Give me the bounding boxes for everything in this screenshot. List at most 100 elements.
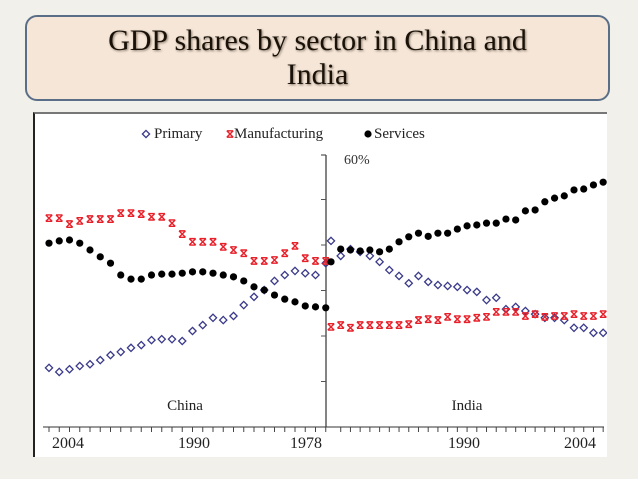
india-primary-point xyxy=(365,251,375,261)
india-manufacturing-point xyxy=(463,315,471,324)
india-services-point xyxy=(395,238,403,246)
china-services-point xyxy=(106,259,115,267)
india-services-point xyxy=(560,192,568,200)
china-manufacturing-point xyxy=(137,210,145,218)
china-manufacturing-point-stroke xyxy=(137,210,145,218)
india-manufacturing-point-stroke xyxy=(385,321,394,329)
india-manufacturing-point-stroke xyxy=(443,312,452,321)
china-manufacturing-point xyxy=(117,209,125,218)
india-manufacturing-point-stroke xyxy=(580,312,588,320)
india-manufacturing-point-stroke xyxy=(434,316,442,324)
china-manufacturing-point-stroke xyxy=(322,257,330,265)
india-manufacturing-point-stroke xyxy=(560,312,568,320)
china-manufacturing-point-stroke xyxy=(168,219,176,228)
china-services-point xyxy=(301,302,309,310)
china-manufacturing-point-stroke xyxy=(76,216,84,225)
china-services-point xyxy=(76,239,84,247)
china-manufacturing-point-stroke xyxy=(301,254,309,263)
india-manufacturing-point-stroke xyxy=(599,310,607,319)
india-manufacturing-point-stroke xyxy=(589,312,598,320)
india-manufacturing-point xyxy=(580,312,588,320)
china-manufacturing-point xyxy=(158,212,166,221)
china-services-point xyxy=(322,304,330,312)
china-manufacturing-point-stroke xyxy=(281,249,289,258)
india-manufacturing-point xyxy=(511,307,520,316)
china-primary-point xyxy=(44,363,54,373)
india-services-point xyxy=(482,219,491,227)
india-services-point xyxy=(453,225,461,233)
india-services-point xyxy=(502,215,510,223)
india-primary-point xyxy=(375,257,385,267)
panel-label-india: India xyxy=(452,398,483,414)
china-manufacturing-point-stroke xyxy=(178,230,186,238)
china-services-point xyxy=(178,269,186,277)
title-box: GDP shares by sector in China and India xyxy=(25,15,610,101)
china-primary-point xyxy=(157,334,167,344)
india-manufacturing-point xyxy=(414,316,423,324)
india-manufacturing-point xyxy=(560,312,568,320)
india-primary-point xyxy=(482,295,492,305)
china-manufacturing-point-stroke xyxy=(270,256,279,264)
india-primary-point xyxy=(384,265,394,275)
india-primary-point xyxy=(413,271,423,281)
india-manufacturing-point xyxy=(453,315,462,324)
china-manufacturing-point-stroke xyxy=(127,209,135,218)
china-manufacturing-point-stroke xyxy=(147,212,156,221)
india-manufacturing-point-stroke xyxy=(405,320,413,329)
india-primary-point xyxy=(472,287,482,297)
legend-marker-primary xyxy=(141,129,151,139)
chart-frame: Primary Manufacturing Services 60% 2004 1990… xyxy=(33,112,608,457)
india-primary-point xyxy=(336,251,346,261)
china-manufacturing-point xyxy=(209,237,217,246)
china-services-point xyxy=(86,246,94,254)
india-services-point xyxy=(434,229,442,237)
legend: Primary Manufacturing Services xyxy=(141,126,425,142)
x-tick-label-india-2004: 2004 xyxy=(564,435,596,452)
china-primary-point xyxy=(167,334,177,344)
india-manufacturing-point xyxy=(346,323,355,332)
china-manufacturing-point-stroke xyxy=(311,257,320,265)
india-manufacturing-point xyxy=(531,310,539,319)
india-services-point xyxy=(531,206,539,214)
india-primary-point xyxy=(579,323,589,333)
india-services-point xyxy=(599,178,607,186)
india-primary-point xyxy=(520,306,530,316)
india-manufacturing-point-stroke xyxy=(453,315,462,324)
china-manufacturing-point xyxy=(86,215,94,223)
india-primary-point xyxy=(550,313,560,323)
x-tick-label-india-1990: 1990 xyxy=(448,435,480,452)
china-services-point xyxy=(147,271,156,279)
india-manufacturing-point xyxy=(492,307,500,316)
india-manufacturing-point xyxy=(385,321,394,329)
india-primary-point xyxy=(394,271,404,281)
india-manufacturing-point xyxy=(599,310,607,319)
china-manufacturing-point-stroke xyxy=(260,257,268,265)
china-primary-point xyxy=(310,270,321,280)
india-manufacturing-point-stroke xyxy=(570,310,578,319)
china-manufacturing-point xyxy=(281,249,289,258)
india-manufacturing-point-stroke xyxy=(414,316,423,324)
legend-marker-manufacturing-stroke xyxy=(226,130,234,138)
china-manufacturing-point-stroke xyxy=(209,237,217,246)
india-manufacturing-point-stroke xyxy=(511,307,520,316)
india-manufacturing-point-stroke xyxy=(473,313,481,322)
china-primary-point xyxy=(146,335,157,345)
india-manufacturing-point-stroke xyxy=(375,321,384,329)
india-manufacturing-point-stroke xyxy=(541,312,549,321)
china-manufacturing-point xyxy=(147,212,156,221)
india-manufacturing-point xyxy=(473,313,481,322)
y-axis-top-label: 60% xyxy=(344,153,370,168)
china-primary-point xyxy=(64,364,75,374)
china-manufacturing-point xyxy=(291,242,299,250)
china-manufacturing-point-stroke xyxy=(240,249,248,258)
x-tick-label-china-1990: 1990 xyxy=(178,435,210,452)
china-primary-point xyxy=(177,336,187,346)
india-manufacturing-point-stroke xyxy=(463,315,471,324)
china-manufacturing-point xyxy=(270,256,279,264)
china-manufacturing-point-stroke xyxy=(188,237,197,246)
china-manufacturing-point-stroke xyxy=(106,215,115,223)
india-manufacturing-point xyxy=(375,321,384,329)
china-manufacturing-point-stroke xyxy=(199,237,207,246)
india-primary-point xyxy=(540,313,550,323)
china-primary-point xyxy=(269,276,280,286)
